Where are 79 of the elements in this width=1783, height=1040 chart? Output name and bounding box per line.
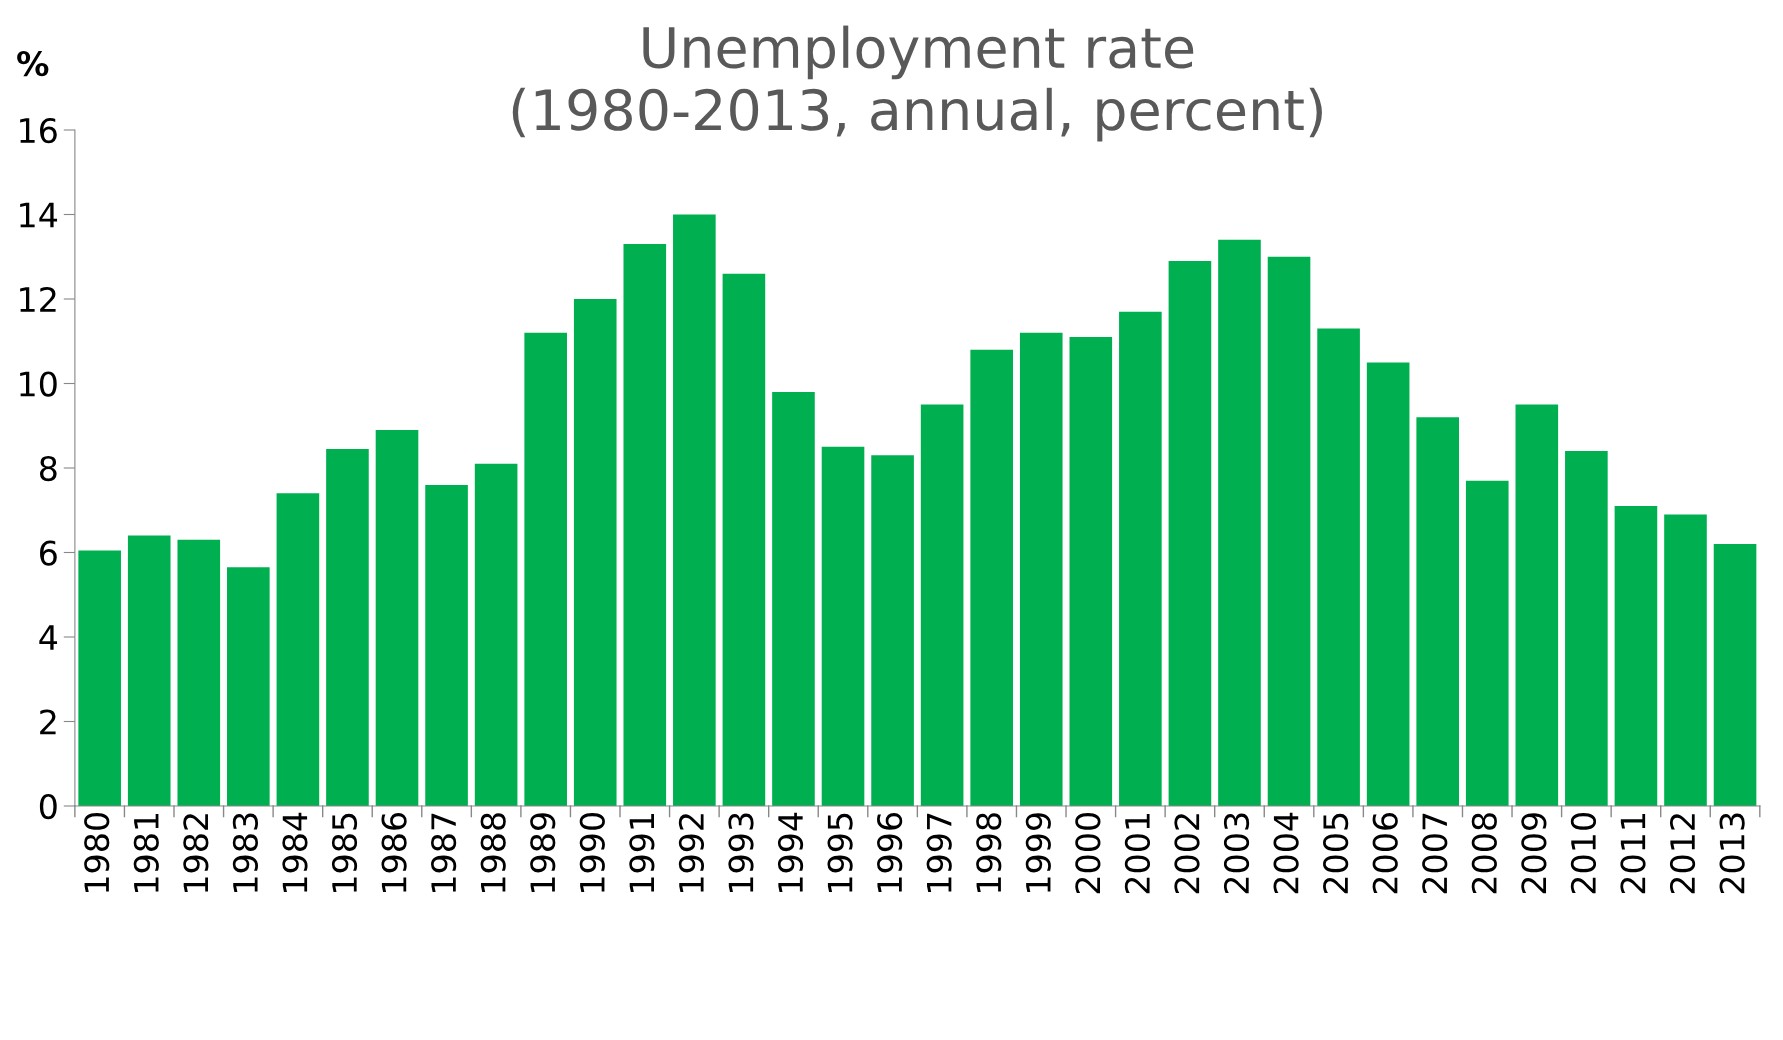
x-tick-label: 2001	[1124, 813, 1151, 894]
x-tick-label: 2011	[1620, 813, 1646, 894]
x-tick-label: 2006	[1372, 812, 1398, 894]
x-tick-label: 1981	[133, 813, 159, 893]
y-tick-label: 14	[20, 202, 58, 228]
bar	[772, 391, 815, 806]
bar	[970, 349, 1013, 806]
y-tick-label: 8	[39, 455, 57, 482]
x-tick-label: 1986	[381, 812, 407, 893]
bar	[623, 244, 667, 806]
x-tick-label: 1980	[84, 813, 110, 893]
bar	[326, 448, 369, 806]
bar	[474, 463, 518, 806]
x-tick-label: 2004	[1273, 812, 1299, 894]
x-tick-label: 2013	[1719, 813, 1745, 894]
x-tick-label: 2010	[1570, 813, 1597, 894]
x-tick-label: 1989	[530, 813, 556, 893]
y-tick-label: 4	[39, 625, 58, 650]
y-tick-label: 12	[20, 286, 56, 312]
bar	[573, 299, 617, 806]
bar	[177, 539, 221, 806]
y-tick-label: 0	[39, 793, 57, 820]
x-tick-label: 1994	[777, 812, 804, 893]
bar	[276, 493, 320, 806]
bar	[524, 332, 567, 806]
x-tick-label: 1999	[1025, 813, 1051, 893]
bar	[1465, 480, 1509, 806]
x-tick-label: 1988	[480, 813, 506, 893]
x-tick-label: 2003	[1223, 813, 1250, 894]
bar	[1218, 239, 1261, 806]
x-tick-label: 1992	[678, 814, 705, 893]
bar	[1019, 332, 1063, 806]
y-tick-label: 2	[40, 709, 56, 735]
bar	[1664, 514, 1707, 806]
x-tick-label: 1983	[232, 813, 259, 893]
bar	[1069, 337, 1113, 806]
bar	[1317, 328, 1360, 806]
y-tick-label: 6	[40, 540, 57, 566]
x-tick-label: 2007	[1422, 813, 1448, 894]
y-tick-label: 10	[20, 371, 57, 397]
bar	[1168, 260, 1212, 806]
x-tick-label: 2009	[1521, 813, 1547, 894]
bar	[1713, 544, 1757, 806]
bar	[871, 455, 914, 806]
bar	[1515, 404, 1559, 806]
bar	[78, 550, 121, 806]
x-tick-label: 1996	[877, 812, 903, 893]
chart-title: Unemployment rate (1980-2013, annual, percent)	[512, 25, 1322, 142]
x-tick-label: 2005	[1323, 813, 1349, 894]
x-tick-label: 2000	[1075, 813, 1101, 894]
x-tick-label: 2008	[1471, 813, 1497, 894]
x-tick-label: 2002	[1174, 814, 1200, 894]
bar	[920, 404, 964, 806]
bar	[1565, 451, 1608, 806]
x-tick-label: 1991	[629, 813, 655, 893]
x-tick-label: 1997	[926, 813, 952, 893]
x-tick-label: 1987	[431, 813, 457, 893]
bar	[127, 535, 171, 806]
x-tick-label: 1985	[331, 813, 358, 893]
bar	[375, 429, 419, 806]
x-tick-label: 1995	[827, 813, 853, 893]
y-axis-title: %	[17, 51, 49, 77]
bar	[1416, 417, 1460, 806]
x-tick-label: 1998	[976, 813, 1002, 893]
bar	[1366, 362, 1410, 806]
bar	[673, 214, 716, 806]
bar	[722, 273, 766, 806]
x-tick-label: 2012	[1669, 814, 1696, 894]
bar	[1614, 506, 1658, 806]
bar	[425, 484, 468, 806]
bar	[821, 446, 865, 806]
x-tick-label: 1990	[579, 813, 605, 893]
bar	[227, 567, 270, 806]
bar	[1119, 311, 1162, 806]
x-tick-label: 1984	[282, 812, 308, 893]
x-tick-label: 1993	[728, 813, 754, 893]
bar	[1267, 256, 1311, 806]
x-tick-label: 1982	[183, 814, 209, 893]
y-tick-label: 16	[20, 117, 57, 144]
